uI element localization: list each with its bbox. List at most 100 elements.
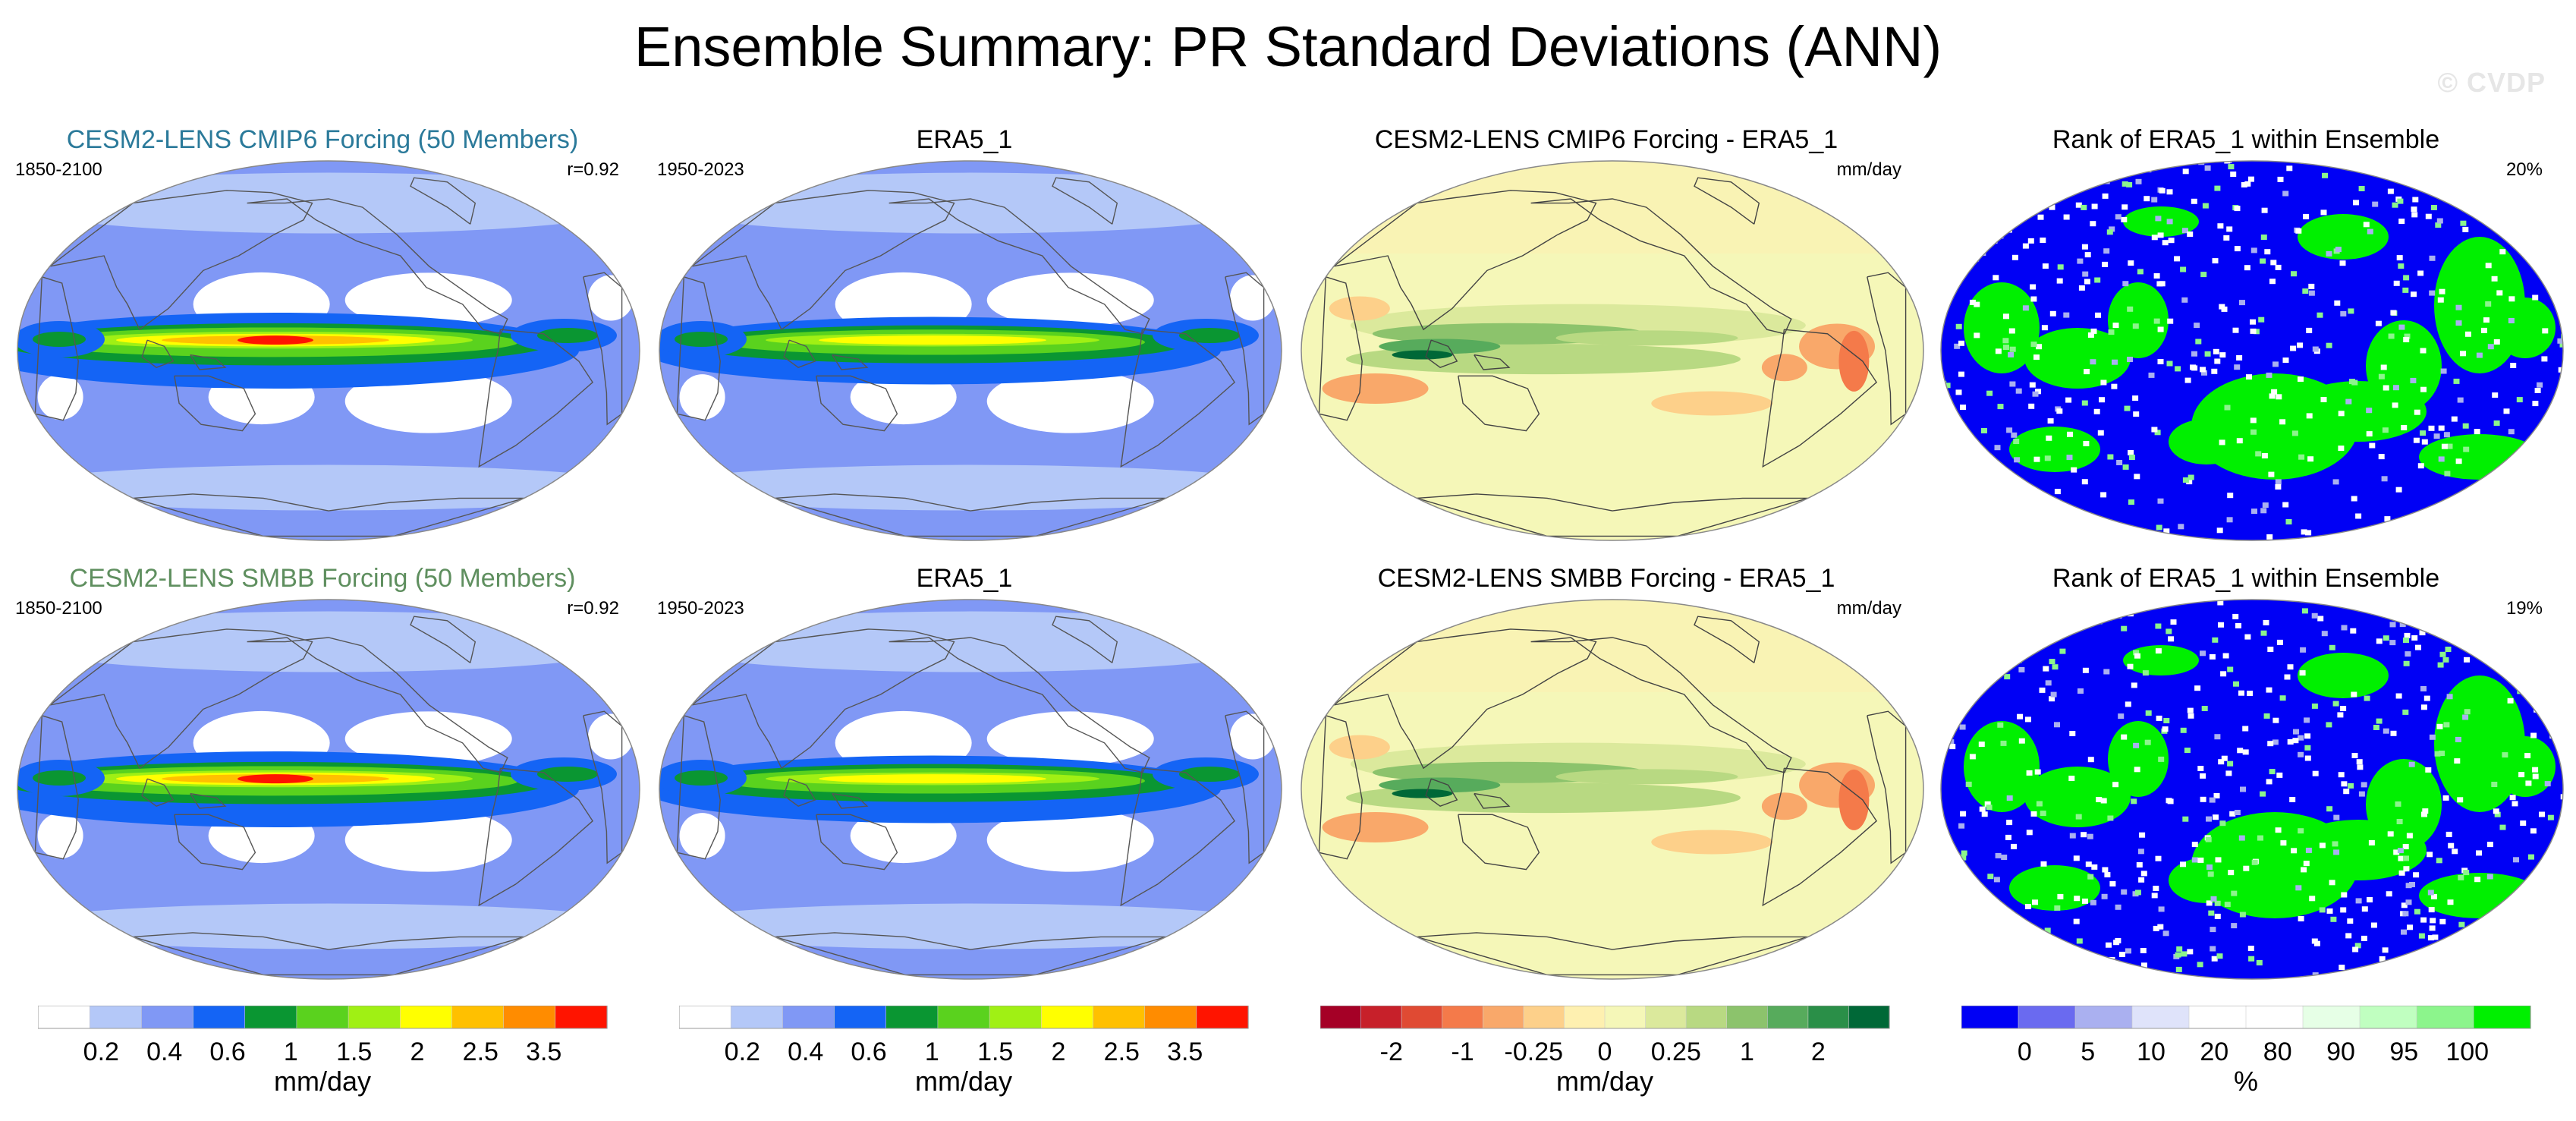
coastlines xyxy=(676,177,1265,537)
colorbar-swatch xyxy=(1766,1006,1809,1029)
colorbar-tick-label: 0 xyxy=(1598,1038,1612,1066)
colorbar-swatch xyxy=(989,1006,1043,1029)
itcz-band xyxy=(819,774,1046,784)
rank-high-patch xyxy=(2108,282,2169,358)
rank-high-patch xyxy=(2024,767,2131,827)
colorbar-tick-label: 20 xyxy=(2200,1038,2228,1066)
colorbar-swatch xyxy=(1196,1006,1249,1029)
colorbar-tick-label: 0.6 xyxy=(851,1038,886,1066)
colorbar-swatch xyxy=(296,1006,349,1029)
colorbar-swatch xyxy=(38,1006,90,1029)
colorbar-swatch xyxy=(399,1006,453,1029)
colorbar-tick-label: -1 xyxy=(1451,1038,1474,1066)
coastlines xyxy=(34,616,623,976)
rank-high-patch xyxy=(2009,865,2100,911)
colorbar-rank: 0 5 10 20 80 90 95 100% xyxy=(1961,1006,2531,1097)
map-panel-5 xyxy=(17,599,640,980)
colorbar-swatch xyxy=(1685,1006,1728,1029)
colorbar-tick-label: 3.5 xyxy=(1167,1038,1203,1066)
rank-high-patch xyxy=(2495,298,2556,358)
colorbar-units: mm/day xyxy=(915,1066,1012,1097)
colorbar-tick-label: 100 xyxy=(2445,1038,2489,1066)
coastlines xyxy=(1318,616,1907,976)
colorbar-tick-label: 0 xyxy=(2018,1038,2032,1066)
rank-high-patch xyxy=(2298,214,2389,260)
rank-high-patch xyxy=(2024,328,2131,389)
itcz-band xyxy=(237,335,313,345)
diff-feature xyxy=(1838,330,1870,392)
diff-feature xyxy=(1838,769,1870,830)
colorbar-swatch xyxy=(1564,1006,1606,1029)
colorbar-swatch xyxy=(2416,1006,2474,1029)
dry-zone xyxy=(1229,713,1275,760)
colorbar-std-obs: 0.2 0.4 0.6 1 1.5 2 2.5 3.5 mm/day xyxy=(679,1006,1249,1097)
colorbar-swatch xyxy=(2188,1006,2247,1029)
colorbar-std-model: 0.2 0.4 0.6 1 1.5 2 2.5 3.5 mm/day xyxy=(38,1006,608,1097)
panel-3-units: mm/day xyxy=(1836,159,1901,180)
colorbar-swatch xyxy=(193,1006,246,1029)
colorbar-swatch xyxy=(503,1006,556,1029)
diff-feature xyxy=(1329,735,1390,760)
map-panel-4 xyxy=(1940,160,2564,541)
colorbar-tick-label: 0.2 xyxy=(83,1038,119,1066)
map-panel-3 xyxy=(1301,160,1924,541)
colorbar-units: % xyxy=(2234,1066,2258,1097)
colorbar-swatch xyxy=(2359,1006,2417,1029)
colorbar-swatch xyxy=(2074,1006,2133,1029)
colorbar-tick-label: 0.25 xyxy=(1651,1038,1701,1066)
panel-6-period: 1950-2023 xyxy=(657,598,744,619)
panel-4-title: Rank of ERA5_1 within Ensemble xyxy=(2052,125,2440,154)
colorbar-swatch xyxy=(1726,1006,1769,1029)
dry-zone xyxy=(986,369,1154,433)
colorbar-swatch xyxy=(2018,1006,2076,1029)
colorbar-swatch xyxy=(2245,1006,2304,1029)
colorbar-swatch xyxy=(782,1006,835,1029)
itcz-band xyxy=(819,335,1046,345)
panel-5-title: CESM2-LENS SMBB Forcing (50 Members) xyxy=(69,564,576,593)
rank-high-patch xyxy=(2123,206,2199,237)
panel-1-title: CESM2-LENS CMIP6 Forcing (50 Members) xyxy=(66,125,579,154)
rank-high-patch xyxy=(2108,721,2169,797)
colorbar-swatch xyxy=(1442,1006,1484,1029)
colorbar-tick-label: 2.5 xyxy=(1104,1038,1140,1066)
colorbar-swatch xyxy=(1401,1006,1443,1029)
colorbar-tick-label: 1.5 xyxy=(977,1038,1013,1066)
colorbar-swatch xyxy=(244,1006,297,1029)
dry-zone xyxy=(1229,275,1275,321)
colorbar-units: mm/day xyxy=(274,1066,371,1097)
panel-7-title: CESM2-LENS SMBB Forcing - ERA5_1 xyxy=(1377,564,1835,593)
colorbar-tick-label: -2 xyxy=(1380,1038,1403,1066)
panel-6-title: ERA5_1 xyxy=(916,564,1013,593)
panel-3-title: CESM2-LENS CMIP6 Forcing - ERA5_1 xyxy=(1374,125,1838,154)
colorbar-tick-label: 2 xyxy=(410,1038,425,1066)
dry-zone xyxy=(587,713,634,760)
diff-feature xyxy=(1555,330,1738,346)
dry-zone xyxy=(587,275,634,321)
diff-feature xyxy=(1322,812,1429,842)
figure-title: Ensemble Summary: PR Standard Deviations… xyxy=(634,15,1942,78)
colorbar-swatch xyxy=(348,1006,401,1029)
dry-zone xyxy=(37,813,83,859)
dry-zone xyxy=(679,374,725,420)
panel-7-units: mm/day xyxy=(1836,598,1901,619)
diff-feature xyxy=(1651,391,1773,416)
colorbar-units: mm/day xyxy=(1556,1066,1653,1097)
colorbar-tick-label: 1 xyxy=(284,1038,298,1066)
colorbar-tick-label: 2.5 xyxy=(463,1038,499,1066)
rank-high-patch xyxy=(2366,759,2442,850)
colorbar-tick-label: 10 xyxy=(2137,1038,2166,1066)
colorbar-swatch xyxy=(89,1006,143,1029)
colorbar-tick-label: -0.25 xyxy=(1505,1038,1564,1066)
diff-feature xyxy=(1379,777,1501,793)
colorbar-tick-label: 0.4 xyxy=(788,1038,823,1066)
diff-feature xyxy=(1651,830,1773,855)
map-panel-7 xyxy=(1301,599,1924,980)
colorbar-tick-label: 95 xyxy=(2389,1038,2418,1066)
panel-5-period: 1850-2100 xyxy=(15,598,102,619)
colorbar-tick-label: 1 xyxy=(1740,1038,1754,1066)
panel-4-percent: 20% xyxy=(2505,159,2543,180)
panel-2-title: ERA5_1 xyxy=(916,125,1013,154)
panel-8-percent: 19% xyxy=(2505,598,2543,619)
colorbar-swatch xyxy=(937,1006,990,1029)
colorbar-swatch xyxy=(1523,1006,1565,1029)
